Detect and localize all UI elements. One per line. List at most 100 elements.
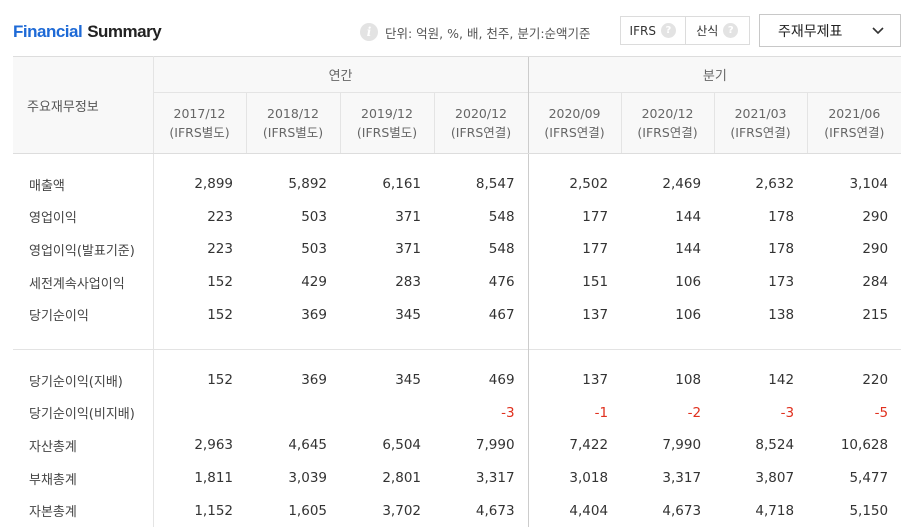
ifrs-option[interactable]: IFRS ? (621, 17, 685, 44)
value-cell: 2,963 (194, 437, 233, 454)
table-row: 자본총계 1,152 1,605 3,702 4,673 4,404 4,673 4,718 5… (13, 494, 901, 527)
table-row: 당기순이익(비지배) -3 -1 -2 -3 -5 (13, 396, 901, 430)
value-cell: 178 (768, 208, 795, 225)
row-label: 당기순이익(지배) (13, 363, 154, 397)
value-cell: -2 (687, 404, 702, 421)
value-cell: 3,104 (849, 176, 889, 193)
period-date: 2020/12 (455, 106, 507, 121)
value-cell: 223 (207, 208, 233, 225)
period-basis: (IFRS별도) (169, 125, 230, 140)
value-cell: 137 (527, 363, 622, 397)
period-date: 2021/06 (828, 106, 881, 121)
value-cell: 152 (207, 372, 233, 389)
value-cell: 503 (301, 208, 327, 225)
statement-select-value: 주재무제표 (778, 23, 843, 40)
standard-toggle: IFRS ? 산식 ? (620, 16, 750, 45)
row-label: 세전계속사업이익 (13, 265, 154, 299)
period-date: 2021/03 (734, 106, 787, 121)
value-cell: 173 (768, 274, 795, 291)
value-cell: 371 (395, 241, 421, 258)
value-cell: 10,628 (840, 437, 889, 454)
value-cell: 4,718 (755, 502, 795, 519)
value-cell: 3,317 (662, 470, 702, 487)
value-cell: 7,990 (475, 437, 515, 454)
value-cell: 3,807 (755, 470, 795, 487)
value-cell: 548 (488, 241, 515, 258)
period-basis: (IFRS연결) (637, 125, 698, 140)
period-header: 2021/03 (IFRS연결) (713, 92, 808, 154)
title-financial: Financial (13, 22, 83, 41)
value-cell: 283 (395, 274, 421, 291)
value-cell: 4,645 (288, 437, 327, 454)
value-cell (340, 397, 434, 430)
period-date: 2019/12 (361, 106, 413, 121)
table-row: 매출액 2,899 5,892 6,161 8,547 2,502 2,469 2,632 3,… (13, 168, 901, 201)
table-row: 당기순이익(지배) 152 369 345 469 137 108 142 220 (13, 363, 901, 397)
value-cell: 3,317 (475, 470, 515, 487)
info-icon[interactable]: i (360, 23, 378, 41)
period-basis: (IFRS연결) (824, 125, 885, 140)
value-cell: 2,632 (755, 176, 795, 193)
formula-help-icon[interactable]: ? (723, 23, 739, 38)
table-row: 자산총계 2,963 4,645 6,504 7,990 7,422 7,990 8,524 1… (13, 429, 901, 462)
value-cell: 108 (675, 372, 702, 389)
value-cell: 5,477 (849, 470, 889, 487)
value-cell: 137 (527, 298, 622, 331)
value-cell: 6,504 (382, 437, 421, 454)
value-cell: 284 (862, 274, 889, 291)
value-cell: 2,899 (194, 176, 233, 193)
value-cell: 6,161 (382, 176, 421, 193)
formula-option[interactable]: 산식 ? (684, 17, 750, 44)
value-cell: 1,811 (194, 470, 233, 487)
value-cell: 177 (527, 200, 622, 234)
value-cell: 138 (768, 306, 795, 323)
section-title: Financial Summary (13, 22, 162, 42)
row-label: 당기순이익 (13, 298, 154, 331)
value-cell: 469 (488, 372, 515, 389)
value-cell: 548 (488, 208, 515, 225)
row-label: 매출액 (13, 168, 154, 201)
period-date: 2020/09 (548, 106, 601, 121)
row-label: 영업이익(발표기준) (13, 233, 154, 266)
ifrs-help-icon[interactable]: ? (660, 23, 676, 38)
value-cell: 4,404 (527, 494, 622, 527)
value-cell: 345 (395, 306, 421, 323)
value-cell: 503 (301, 241, 327, 258)
period-header: 2018/12 (IFRS별도) (245, 92, 340, 154)
value-cell: 4,673 (475, 502, 515, 519)
period-basis: (IFRS연결) (544, 125, 605, 140)
value-cell: 5,892 (288, 176, 327, 193)
table-row: 부채총계 1,811 3,039 2,801 3,317 3,018 3,317 3,807 5… (13, 461, 901, 495)
period-header: 2021/06 (IFRS연결) (806, 92, 902, 154)
row-label: 영업이익 (13, 200, 154, 234)
value-cell: 215 (862, 306, 889, 323)
statement-select[interactable]: 주재무제표 (759, 14, 901, 47)
value-cell: 1,152 (194, 502, 233, 519)
row-label: 자산총계 (13, 429, 154, 462)
value-cell: 429 (301, 274, 327, 291)
value-cell: 8,547 (475, 176, 515, 193)
period-basis: (IFRS연결) (450, 125, 512, 140)
group-annual: 연간 (153, 56, 529, 93)
unit-text: 단위: 억원, %, 배, 천주, 분기:순액기준 (385, 25, 591, 41)
row-label: 자본총계 (13, 494, 154, 527)
table-row: 영업이익 223 503 371 548 177 144 178 290 (13, 200, 901, 234)
period-basis: (IFRS연결) (730, 125, 791, 140)
value-cell (246, 397, 340, 430)
value-cell: 151 (527, 265, 622, 299)
formula-label: 산식 (696, 24, 719, 38)
value-cell: 152 (207, 306, 233, 323)
value-cell: 2,801 (382, 470, 421, 487)
value-cell: 8,524 (755, 437, 795, 454)
value-cell: 290 (862, 208, 889, 225)
value-cell: 2,502 (527, 168, 622, 201)
value-cell: 4,673 (662, 502, 702, 519)
value-cell: 223 (207, 241, 233, 258)
value-cell: -1 (527, 396, 622, 430)
period-header: 2020/12 (IFRS연결) (620, 92, 715, 154)
group-quarter: 분기 (527, 56, 902, 93)
value-cell: 177 (527, 233, 622, 266)
value-cell: 476 (488, 274, 515, 291)
unit-note: i 단위: 억원, %, 배, 천주, 분기:순액기준 (360, 22, 591, 42)
table-row: 세전계속사업이익 152 429 283 476 151 106 173 284 (13, 265, 901, 299)
